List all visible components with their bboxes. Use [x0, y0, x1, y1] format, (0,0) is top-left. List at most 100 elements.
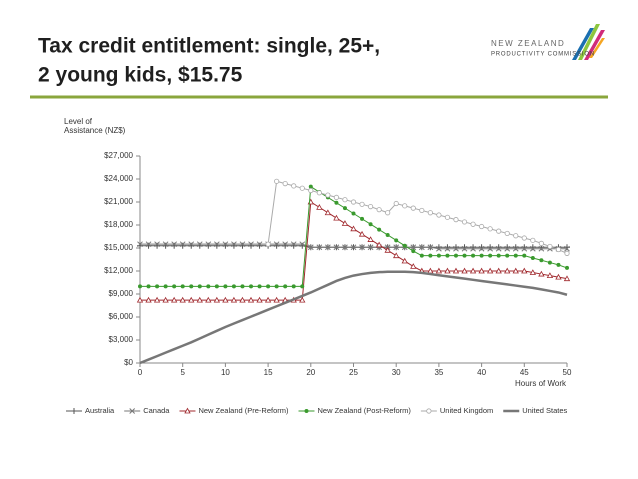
marker [231, 284, 236, 289]
marker [453, 253, 458, 258]
marker [206, 284, 211, 289]
marker [273, 241, 280, 248]
marker [393, 252, 400, 259]
marker [184, 407, 191, 414]
marker [222, 241, 229, 248]
marker [256, 296, 263, 303]
marker [359, 244, 365, 251]
marker [189, 284, 194, 289]
marker [410, 244, 417, 251]
marker [333, 214, 340, 221]
marker [411, 249, 416, 254]
marker [162, 241, 169, 248]
marker [488, 253, 493, 258]
marker [436, 245, 442, 252]
marker [359, 201, 365, 207]
marker [462, 253, 467, 258]
logo: NEW ZEALAND PRODUCTIVITY COMMISSION [491, 24, 605, 60]
x-axis-title: Hours of Work [515, 379, 567, 388]
marker [145, 296, 152, 303]
marker [565, 265, 569, 270]
marker [522, 253, 527, 258]
marker [469, 267, 477, 274]
marker [470, 221, 476, 227]
y-tick-label: $0 [124, 358, 133, 367]
marker [180, 284, 185, 289]
marker [324, 209, 332, 216]
marker [478, 223, 485, 230]
marker [521, 245, 528, 252]
y-tick-label: $6,000 [109, 312, 134, 321]
marker [487, 245, 493, 252]
marker [274, 284, 279, 289]
marker [530, 237, 536, 243]
marker [179, 241, 186, 248]
marker [155, 284, 160, 289]
marker [410, 205, 416, 211]
marker [435, 267, 443, 274]
marker [360, 216, 365, 221]
marker [308, 184, 313, 189]
marker [513, 253, 518, 258]
marker [283, 284, 288, 289]
marker [367, 204, 374, 210]
x-tick-label: 35 [434, 368, 443, 377]
legend-item: New Zealand (Post-Reform) [298, 406, 412, 415]
marker [136, 296, 144, 303]
marker [512, 245, 519, 252]
marker [248, 241, 254, 248]
marker [138, 284, 142, 289]
marker [214, 241, 220, 248]
marker [402, 203, 408, 209]
marker [367, 236, 374, 242]
slide-title: Tax credit entitlement: single, 25+, [38, 35, 380, 58]
marker [453, 245, 459, 252]
x-tick-label: 45 [520, 368, 529, 377]
marker [496, 253, 501, 258]
marker [291, 183, 297, 189]
marker [351, 211, 356, 216]
marker [521, 267, 528, 274]
legend-label: United States [522, 406, 567, 415]
series-line [140, 201, 568, 301]
marker [486, 267, 494, 274]
marker [247, 296, 255, 303]
marker [265, 241, 271, 247]
marker [513, 233, 519, 239]
marker [410, 263, 417, 269]
marker [377, 227, 382, 232]
marker [282, 181, 288, 187]
marker [428, 253, 433, 258]
marker [539, 258, 544, 263]
marker [436, 253, 441, 258]
marker [394, 238, 399, 243]
marker [205, 241, 212, 248]
logo-text: PRODUCTIVITY COMMISSION [491, 52, 595, 58]
marker [273, 296, 280, 303]
marker [325, 192, 331, 198]
marker [402, 243, 407, 248]
marker [419, 253, 424, 258]
legend-item: Canada [124, 406, 170, 415]
x-tick-label: 40 [477, 368, 486, 377]
marker [419, 207, 425, 214]
marker [341, 220, 349, 226]
marker [350, 199, 357, 205]
x-tick-label: 10 [221, 368, 230, 377]
marker [445, 253, 450, 258]
marker [529, 269, 537, 275]
marker [418, 244, 425, 251]
marker [257, 284, 262, 289]
marker [316, 190, 322, 196]
y-tick-label: $3,000 [109, 335, 134, 344]
marker [316, 244, 323, 251]
y-axis-title: Assistance (NZ$) [64, 126, 126, 135]
marker [427, 210, 433, 216]
marker [555, 273, 562, 280]
marker [495, 267, 502, 274]
marker [350, 225, 357, 232]
legend-label: New Zealand (Post-Reform) [318, 406, 412, 415]
marker [504, 267, 511, 274]
y-axis-title: Level of [64, 117, 93, 126]
marker [153, 296, 161, 303]
